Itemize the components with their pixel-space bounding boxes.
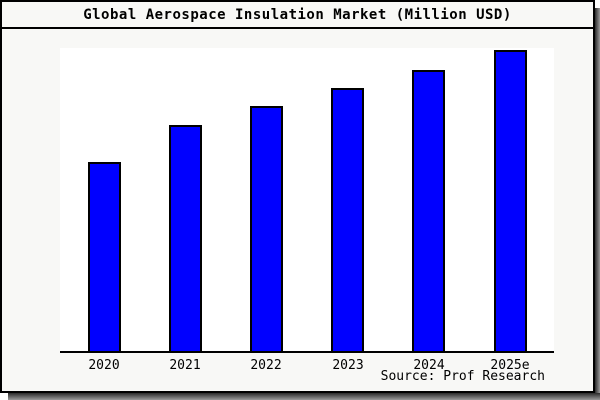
plot-area: [60, 48, 554, 353]
x-tick-label-2023: 2023: [332, 358, 364, 373]
frame-shadow-right: [595, 8, 600, 400]
source-note: Source: Prof Research: [380, 369, 545, 384]
x-tick-label-2021: 2021: [169, 358, 201, 373]
bar-2020: [88, 162, 121, 351]
x-tick-label-2020: 2020: [88, 358, 120, 373]
page-title: Global Aerospace Insulation Market (Mill…: [83, 6, 512, 23]
x-tick-label-2025e: 2025e: [490, 358, 530, 373]
bar-2022: [250, 106, 283, 351]
x-tick-label-2024: 2024: [413, 358, 445, 373]
frame-shadow-bottom: [8, 393, 600, 400]
x-tick-label-2022: 2022: [250, 358, 282, 373]
bar-2021: [169, 125, 202, 351]
bar-2024: [412, 70, 445, 351]
bar-2025e: [494, 50, 527, 351]
chart-frame: Global Aerospace Insulation Market (Mill…: [0, 0, 595, 393]
title-bar: Global Aerospace Insulation Market (Mill…: [2, 2, 593, 29]
bar-2023: [331, 88, 364, 351]
